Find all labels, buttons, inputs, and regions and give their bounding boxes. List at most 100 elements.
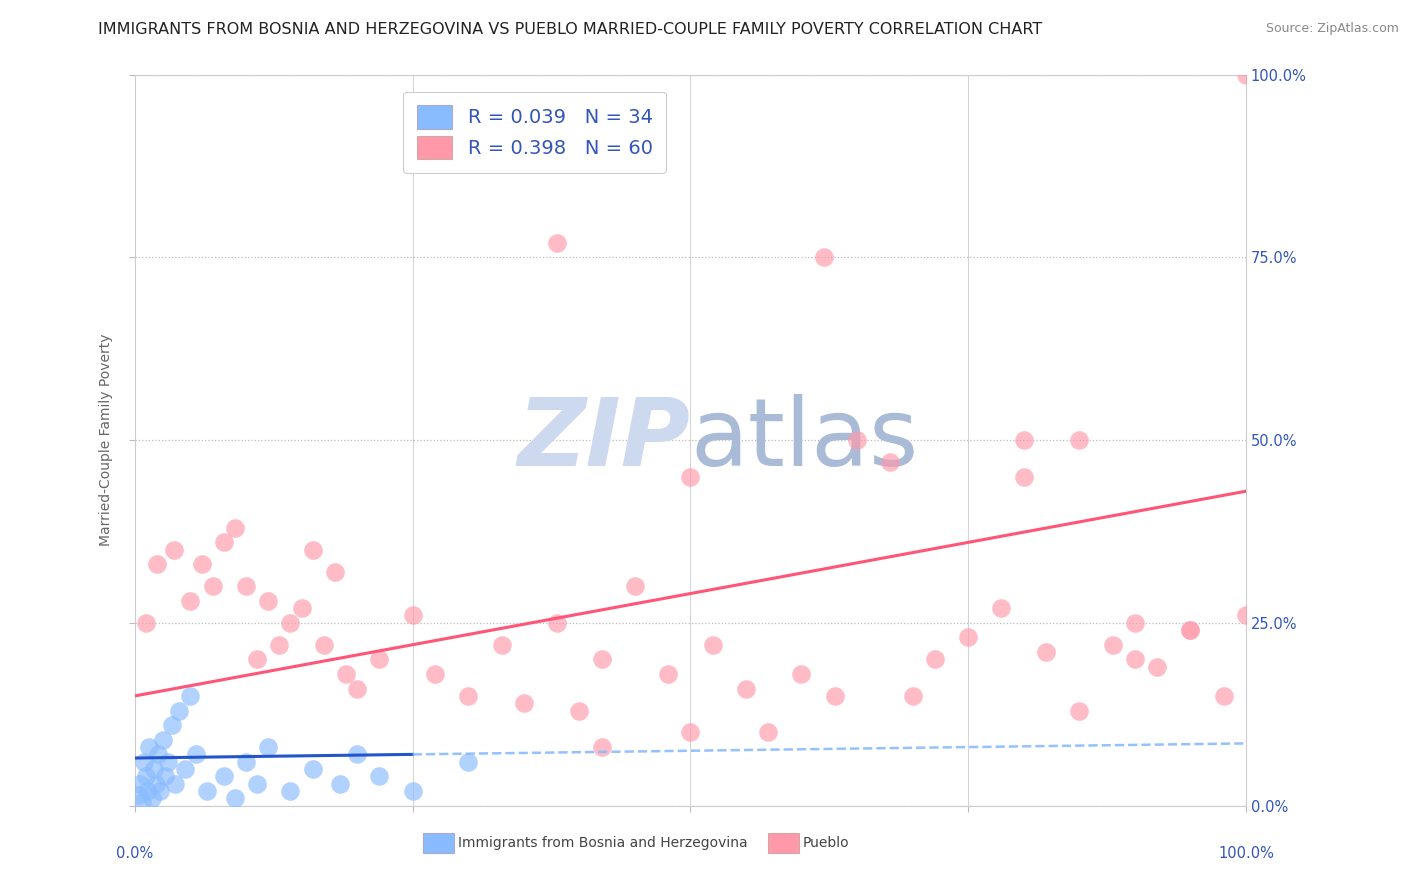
Point — [257, 740, 280, 755]
Point — [246, 652, 269, 666]
Point — [246, 777, 269, 791]
Point — [401, 608, 423, 623]
Point — [129, 777, 152, 791]
Point — [132, 755, 155, 769]
Point — [195, 784, 218, 798]
Point — [546, 615, 568, 630]
Point — [224, 521, 246, 535]
Text: IMMIGRANTS FROM BOSNIA AND HERZEGOVINA VS PUEBLO MARRIED-COUPLE FAMILY POVERTY C: IMMIGRANTS FROM BOSNIA AND HERZEGOVINA V… — [98, 22, 1043, 37]
Point — [179, 594, 201, 608]
Point — [212, 769, 235, 783]
Text: Pueblo: Pueblo — [803, 836, 849, 850]
Text: Immigrants from Bosnia and Herzegovina: Immigrants from Bosnia and Herzegovina — [458, 836, 748, 850]
Point — [184, 747, 207, 762]
Point — [138, 740, 160, 755]
Point — [624, 579, 647, 593]
Legend: R = 0.039   N = 34, R = 0.398   N = 60: R = 0.039 N = 34, R = 0.398 N = 60 — [404, 92, 666, 173]
Point — [145, 777, 167, 791]
Point — [157, 755, 180, 769]
Point — [756, 725, 779, 739]
Point — [1180, 623, 1202, 637]
Point — [235, 579, 257, 593]
Point — [1012, 433, 1035, 447]
Point — [1069, 704, 1091, 718]
Point — [1035, 645, 1057, 659]
Point — [148, 747, 170, 762]
Point — [127, 788, 149, 802]
Point — [591, 652, 613, 666]
Point — [679, 725, 702, 739]
Point — [280, 615, 302, 630]
Point — [312, 638, 335, 652]
Point — [142, 762, 165, 776]
Point — [790, 667, 813, 681]
Point — [657, 667, 679, 681]
Text: 100.0%: 100.0% — [1218, 846, 1274, 861]
Point — [591, 740, 613, 755]
Point — [235, 755, 257, 769]
Point — [346, 747, 368, 762]
Point — [135, 615, 157, 630]
Point — [301, 762, 323, 776]
Point — [401, 784, 423, 798]
Point — [924, 652, 946, 666]
Point — [1146, 659, 1168, 673]
Point — [491, 638, 513, 652]
Point — [329, 777, 352, 791]
Point — [1012, 469, 1035, 483]
Y-axis label: Married-Couple Family Poverty: Married-Couple Family Poverty — [100, 334, 114, 546]
Point — [1180, 623, 1202, 637]
Point — [824, 689, 846, 703]
Point — [813, 250, 835, 264]
Point — [990, 601, 1012, 615]
Text: atlas: atlas — [690, 394, 918, 486]
Point — [568, 704, 591, 718]
Point — [368, 769, 391, 783]
Point — [323, 565, 346, 579]
Point — [169, 704, 191, 718]
Point — [735, 681, 758, 696]
Point — [290, 601, 312, 615]
Point — [1234, 68, 1257, 82]
Point — [280, 784, 302, 798]
Point — [257, 594, 280, 608]
Text: 0.0%: 0.0% — [117, 846, 153, 861]
Point — [153, 769, 176, 783]
Point — [846, 433, 869, 447]
Text: Source: ZipAtlas.com: Source: ZipAtlas.com — [1265, 22, 1399, 36]
Point — [152, 732, 174, 747]
Point — [1123, 615, 1146, 630]
Point — [269, 638, 291, 652]
Point — [1101, 638, 1123, 652]
Point — [957, 631, 980, 645]
Point — [141, 791, 163, 805]
Point — [1234, 608, 1257, 623]
Point — [301, 542, 323, 557]
Point — [1123, 652, 1146, 666]
Point — [346, 681, 368, 696]
Point — [901, 689, 924, 703]
Point — [201, 579, 224, 593]
Point — [212, 535, 235, 549]
Point — [546, 235, 568, 250]
Point — [513, 696, 536, 710]
Point — [335, 667, 357, 681]
Point — [163, 542, 186, 557]
Point — [179, 689, 201, 703]
Point — [702, 638, 724, 652]
Text: ZIP: ZIP — [517, 394, 690, 486]
Point — [224, 791, 246, 805]
Point — [135, 769, 157, 783]
Point — [679, 469, 702, 483]
Point — [136, 784, 159, 798]
Point — [146, 558, 169, 572]
Point — [190, 558, 212, 572]
Point — [368, 652, 391, 666]
Point — [163, 777, 186, 791]
Point — [457, 755, 479, 769]
Point — [879, 455, 901, 469]
Point — [423, 667, 446, 681]
Point — [173, 762, 195, 776]
Point — [1069, 433, 1091, 447]
Point — [1212, 689, 1234, 703]
